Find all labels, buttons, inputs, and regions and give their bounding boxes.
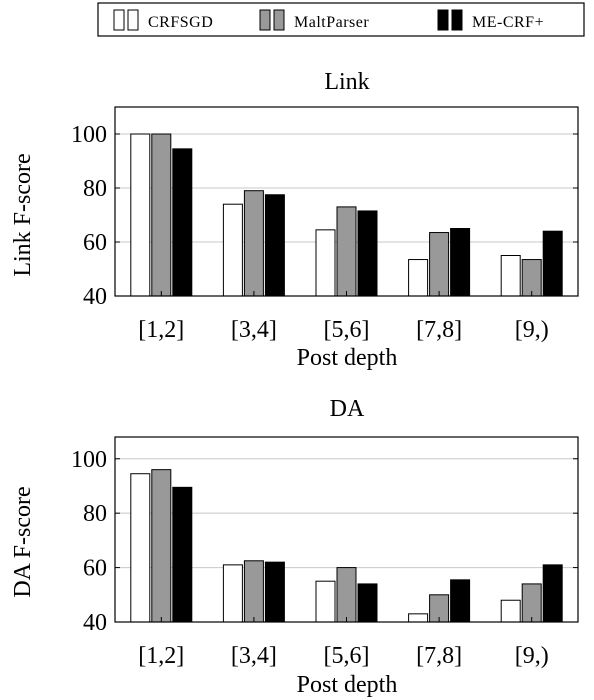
- bar-maltparser-2: [336, 206, 357, 297]
- bar-me-crf-4: [542, 564, 563, 623]
- bar-me-crf-4: [542, 230, 563, 297]
- legend-frame: [97, 2, 585, 37]
- bar-maltparser-4: [521, 583, 542, 623]
- legend: CRFSGD MaltParser ME-CRF+: [97, 2, 585, 37]
- bar-me-crf-1: [264, 561, 285, 623]
- bar-crfsgd-2: [315, 580, 336, 623]
- legend-swatch-me-crf: [437, 9, 449, 31]
- legend-label-me-crf: ME-CRF+: [472, 14, 544, 31]
- bar-crfsgd-1: [222, 203, 243, 297]
- bar-crfsgd-0: [130, 133, 151, 297]
- x-tick-label: [1,2]: [138, 317, 184, 343]
- y-tick-label: 80: [83, 501, 107, 527]
- x-axis-label: Post depth: [297, 345, 398, 371]
- x-tick-label: [9,): [515, 317, 549, 343]
- x-axis-label: Post depth: [297, 672, 398, 698]
- legend-label-crfsgd: CRFSGD: [148, 14, 213, 31]
- bar-me-crf-2: [357, 583, 378, 623]
- bar-maltparser-0: [151, 133, 172, 297]
- x-tick-label: [7,8]: [416, 317, 462, 343]
- y-tick-label: 60: [83, 230, 107, 256]
- bar-maltparser-0: [151, 469, 172, 623]
- x-tick-label: [5,6]: [324, 643, 370, 669]
- plot-frame: [114, 106, 579, 297]
- legend-swatch-maltparser: [273, 9, 285, 31]
- bar-me-crf-0: [172, 486, 193, 623]
- x-tick-label: [9,): [515, 643, 549, 669]
- bar-crfsgd-1: [222, 564, 243, 623]
- bar-crfsgd-4: [500, 255, 521, 297]
- bar-me-crf-3: [450, 228, 471, 297]
- bar-crfsgd-3: [408, 259, 429, 297]
- x-tick-label: [7,8]: [416, 643, 462, 669]
- link-chart: Link 40 60 80 100 [1,2] [3,4] [5,6] [7,8] [9,) P…: [10, 69, 579, 371]
- x-tick-label: [3,4]: [231, 643, 277, 669]
- x-tick-label: [3,4]: [231, 317, 277, 343]
- bar-maltparser-1: [243, 190, 264, 297]
- bar-maltparser-1: [243, 560, 264, 623]
- legend-swatch-crfsgd: [127, 9, 139, 31]
- y-tick-label: 100: [71, 122, 107, 148]
- bar-me-crf-2: [357, 210, 378, 297]
- legend-swatch-crfsgd: [113, 9, 125, 31]
- bar-crfsgd-4: [500, 599, 521, 623]
- bar-maltparser-4: [521, 259, 542, 297]
- bar-maltparser-2: [336, 567, 357, 623]
- bar-crfsgd-3: [408, 613, 429, 623]
- bar-me-crf-0: [172, 148, 193, 297]
- bar-me-crf-3: [450, 579, 471, 623]
- y-tick-label: 80: [83, 176, 107, 202]
- chart-title: Link: [324, 69, 369, 95]
- y-tick-label: 40: [83, 284, 107, 310]
- y-tick-label: 100: [71, 447, 107, 473]
- bar-crfsgd-2: [315, 229, 336, 297]
- y-axis-label: DA F-score: [10, 486, 36, 597]
- y-tick-label: 40: [83, 610, 107, 636]
- bar-me-crf-1: [264, 194, 285, 297]
- plot-frame: [114, 436, 579, 623]
- y-tick-label: 60: [83, 556, 107, 582]
- x-tick-label: [1,2]: [138, 643, 184, 669]
- chart-title: DA: [330, 396, 365, 422]
- bar-crfsgd-0: [130, 473, 151, 623]
- legend-swatch-maltparser: [259, 9, 271, 31]
- legend-swatch-me-crf: [451, 9, 463, 31]
- y-axis-label: Link F-score: [10, 153, 36, 276]
- bar-maltparser-3: [429, 232, 450, 297]
- da-chart: DA 40 60 80 100 [1,2] [3,4] [5,6] [7,8] [9,) Pos…: [10, 396, 579, 698]
- x-tick-label: [5,6]: [324, 317, 370, 343]
- legend-label-maltparser: MaltParser: [294, 14, 369, 31]
